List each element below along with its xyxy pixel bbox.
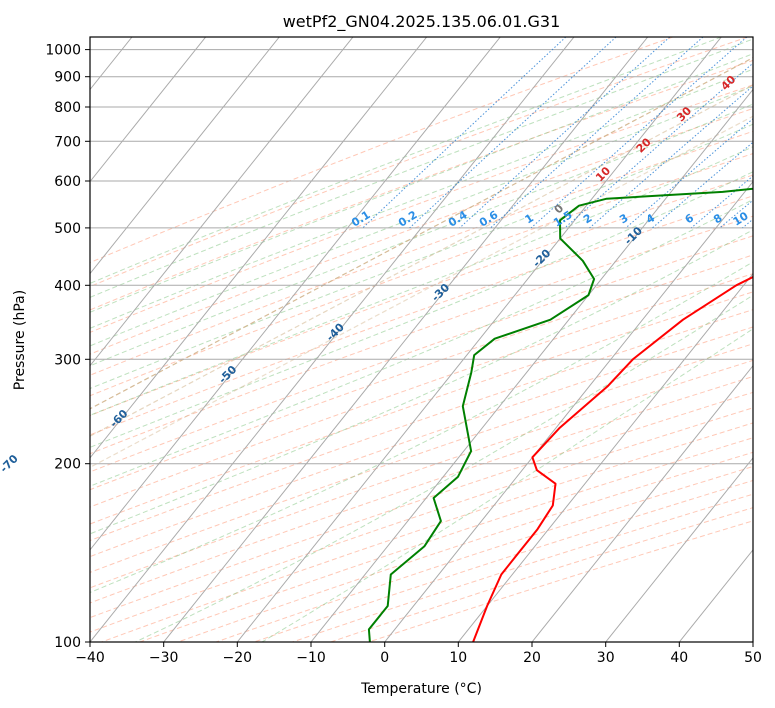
tan-reference-line bbox=[90, 84, 753, 437]
dry-adiabat bbox=[90, 195, 753, 436]
moist-adiabat bbox=[90, 198, 753, 487]
dry-adiabat bbox=[90, 326, 753, 558]
moist-adiabat bbox=[135, 294, 753, 642]
isotherm bbox=[605, 457, 753, 642]
isotherm bbox=[90, 37, 280, 275]
dry-adiabat bbox=[90, 291, 753, 525]
x-tick-label: 30 bbox=[597, 650, 615, 666]
isotherm bbox=[90, 37, 354, 367]
y-axis-label: Pressure (hPa) bbox=[12, 290, 28, 390]
x-tick-label: 50 bbox=[744, 650, 762, 666]
dewpoint-profile bbox=[367, 187, 753, 642]
x-tick-label: −20 bbox=[223, 650, 253, 666]
y-tick-label: 100 bbox=[54, 635, 81, 651]
dry-adiabat bbox=[215, 465, 753, 642]
plot-area bbox=[90, 37, 753, 642]
y-tick-label: 200 bbox=[54, 457, 81, 473]
moist-adiabat bbox=[90, 146, 753, 416]
isotherm bbox=[90, 37, 575, 642]
mixing-ratio-line bbox=[530, 37, 748, 229]
y-tick-label: 1000 bbox=[45, 43, 81, 59]
moist-adiabat bbox=[90, 38, 753, 298]
dry-adiabat bbox=[90, 84, 753, 333]
x-tick-label: −30 bbox=[149, 650, 179, 666]
dry-adiabat bbox=[177, 451, 753, 642]
moist-adiabat bbox=[90, 68, 753, 329]
mixing-ratio-line bbox=[690, 175, 753, 229]
y-tick-label: 500 bbox=[54, 221, 81, 237]
profiles bbox=[367, 187, 753, 642]
isotherm bbox=[384, 180, 753, 642]
isotherm bbox=[310, 88, 753, 642]
moist-adiabat bbox=[90, 103, 753, 367]
moist-adiabat bbox=[90, 85, 753, 347]
y-tick-label: 600 bbox=[54, 174, 81, 190]
y-tick-label: 400 bbox=[54, 278, 81, 294]
x-tick-label: −10 bbox=[296, 650, 326, 666]
dry-adiabat bbox=[90, 107, 753, 355]
x-tick-label: −40 bbox=[75, 650, 105, 666]
tan-reference-line bbox=[90, 115, 753, 469]
x-tick-label: 10 bbox=[449, 650, 467, 666]
isotherm bbox=[531, 364, 753, 642]
axes: −40 −30 −20 −10 0 10 20 30 40 50 100 200 300 400 500 60… bbox=[45, 43, 762, 666]
x-tick-label: 20 bbox=[523, 650, 541, 666]
chart-title: wetPf2_GN04.2025.135.06.01.G31 bbox=[283, 12, 561, 32]
dry-adiabat bbox=[90, 391, 753, 619]
isotherm bbox=[236, 37, 722, 642]
temperature-profile bbox=[472, 275, 753, 642]
isotherm bbox=[90, 37, 428, 459]
moist-adiabat bbox=[261, 328, 753, 642]
dry-adiabat bbox=[90, 235, 753, 473]
mixing-ratio-line bbox=[652, 141, 753, 229]
y-tick-label: 900 bbox=[54, 70, 81, 86]
moist-adiabat bbox=[90, 123, 753, 390]
moist-adiabat bbox=[90, 37, 722, 284]
x-axis-label: Temperature (°C) bbox=[360, 681, 482, 697]
x-tick-label: 40 bbox=[670, 650, 688, 666]
dry-adiabat bbox=[139, 437, 753, 642]
moist-adiabat bbox=[90, 229, 753, 535]
dry-adiabat bbox=[90, 153, 753, 397]
isotherm bbox=[163, 37, 649, 642]
isotherm bbox=[457, 272, 753, 642]
mixing-ratio-line bbox=[564, 62, 753, 229]
mixing-ratio-line bbox=[589, 85, 753, 229]
mixing-ratio-line bbox=[490, 37, 704, 229]
dry-adiabat bbox=[90, 130, 753, 376]
y-tick-label: 300 bbox=[54, 352, 81, 368]
y-tick-label: 700 bbox=[54, 134, 81, 150]
mixing-ratio-line bbox=[459, 37, 671, 229]
x-tick-label: 0 bbox=[380, 650, 389, 666]
y-tick-label: 800 bbox=[54, 100, 81, 116]
isotherm bbox=[90, 37, 501, 551]
dry-adiabat bbox=[90, 407, 753, 633]
isotherm bbox=[90, 37, 207, 183]
mixing-ratio-line bbox=[409, 37, 617, 229]
plot-frame bbox=[89, 36, 754, 643]
dry-adiabat bbox=[90, 215, 753, 455]
moist-adiabat bbox=[90, 261, 753, 594]
dry-adiabat bbox=[101, 422, 753, 642]
tan-reference-line bbox=[90, 57, 753, 410]
mixing-ratio-line bbox=[625, 118, 753, 229]
